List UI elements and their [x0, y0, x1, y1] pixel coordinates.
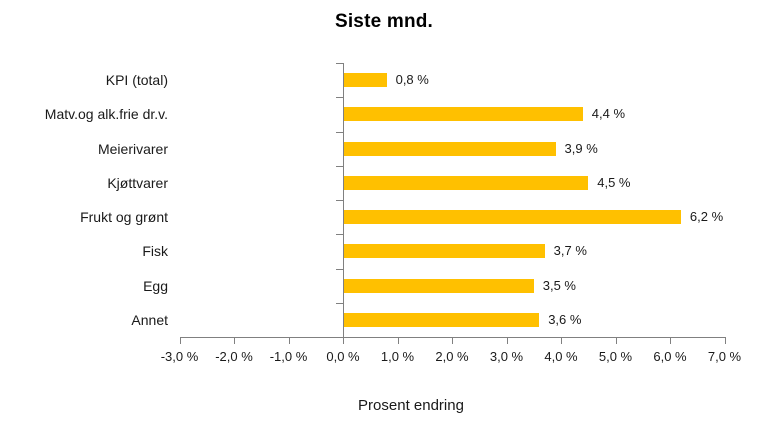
x-tick-label: 3,0 % [489, 349, 524, 364]
x-tick [288, 337, 290, 344]
category-label: Fisk [142, 243, 168, 260]
y-tick [336, 200, 343, 201]
x-tick-label: 1,0 % [380, 349, 415, 364]
bar-value-label: 3,5 % [542, 277, 576, 293]
bar-value-label: 3,6 % [548, 311, 582, 327]
x-tick-label: -1,0 % [269, 349, 308, 364]
bar [343, 312, 540, 327]
bar [343, 73, 387, 88]
y-tick [336, 268, 343, 270]
x-tick [724, 337, 726, 344]
x-tick-label: 6,0 % [653, 349, 687, 364]
x-tick-label: -2,0 % [215, 349, 253, 364]
bar-value-label: 3,7 % [553, 243, 587, 259]
x-tick-label: 0,0 % [326, 349, 360, 364]
y-tick [336, 131, 343, 133]
x-tick [343, 337, 344, 344]
y-tick [336, 97, 343, 99]
x-tick [179, 337, 181, 344]
chart-title: Siste mnd. [334, 11, 434, 32]
x-tick-label: 4,0 % [544, 349, 578, 364]
y-tick [336, 302, 343, 304]
x-tick [561, 337, 562, 344]
x-axis-title: Prosent endring [358, 397, 464, 414]
bar [343, 210, 681, 225]
x-tick [506, 337, 508, 344]
category-label: KPI (total) [105, 72, 168, 89]
bar [343, 107, 583, 122]
bar-value-label: 0,8 % [395, 72, 429, 88]
x-tick-label: 5,0 % [598, 349, 633, 364]
bar [343, 175, 589, 190]
bar-value-label: 3,9 % [564, 140, 598, 156]
x-tick-label: 7,0 % [707, 349, 742, 364]
category-label: Egg [143, 277, 168, 294]
category-label: Kjøttvarer [107, 174, 168, 191]
bar-value-label: 6,2 % [689, 209, 724, 225]
y-tick [336, 165, 343, 167]
category-label: Matv.og alk.frie dr.v. [44, 106, 168, 123]
bar [343, 244, 545, 259]
x-tick [234, 337, 235, 344]
bar [343, 278, 534, 293]
x-tick-label: 2,0 % [435, 349, 469, 364]
bar-value-label: 4,5 % [597, 174, 631, 190]
x-tick-label: -3,0 % [160, 349, 199, 364]
category-label: Annet [131, 311, 168, 328]
x-tick [670, 337, 671, 344]
bar [343, 141, 556, 156]
y-tick [336, 63, 343, 64]
x-tick [397, 337, 399, 344]
y-tick [336, 234, 343, 236]
x-tick [452, 337, 453, 344]
x-tick [615, 337, 617, 344]
bar-value-label: 4,4 % [591, 106, 626, 122]
category-label: Frukt og grønt [80, 209, 168, 226]
category-label: Meierivarer [97, 140, 168, 157]
y-axis-line [343, 63, 344, 343]
